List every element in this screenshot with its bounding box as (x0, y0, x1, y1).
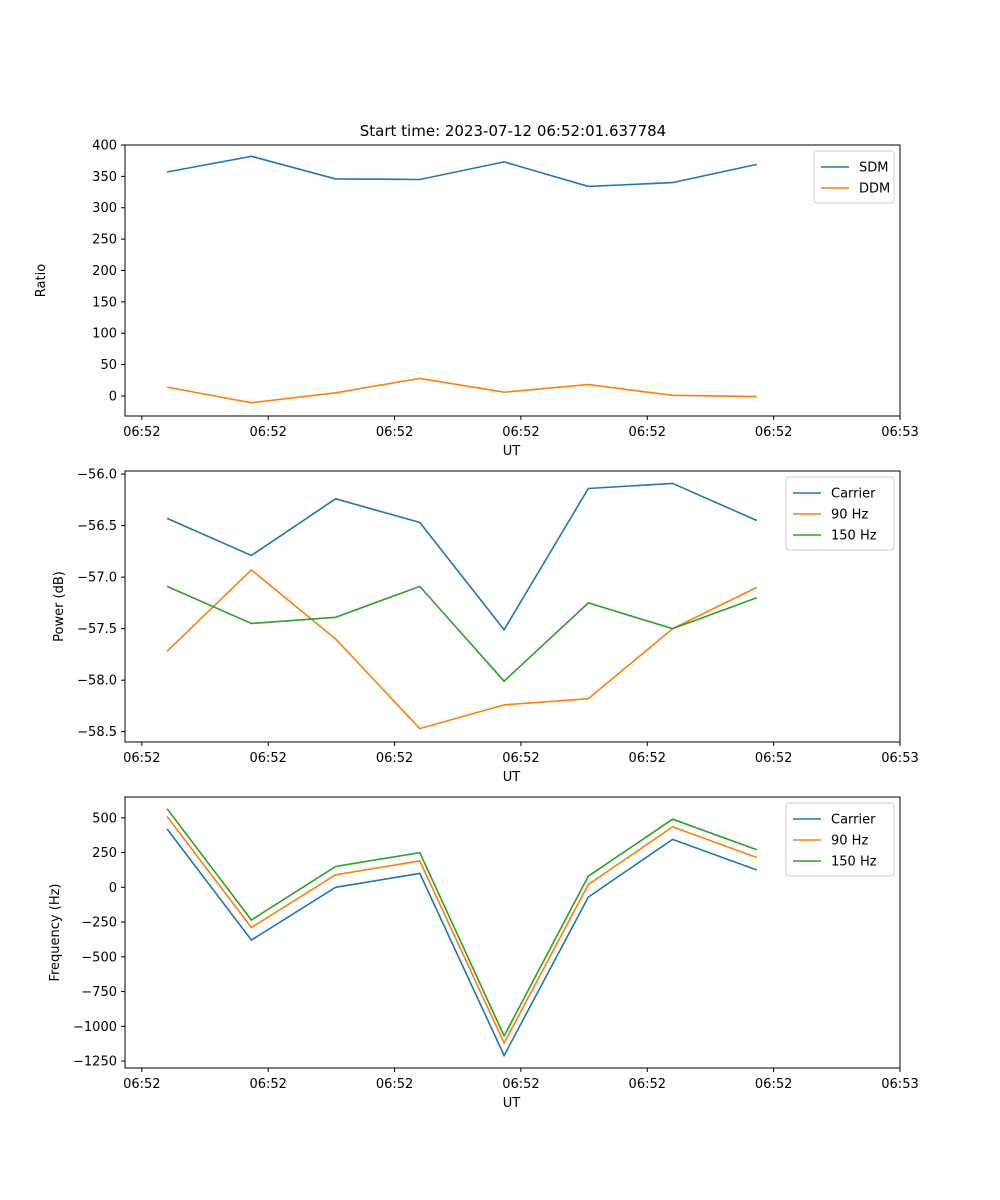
x-tick-label: 06:52 (376, 1077, 413, 1092)
y-tick-label: −58.0 (77, 674, 117, 689)
y-axis-label: Power (dB) (52, 571, 67, 642)
x-tick-label: 06:52 (502, 1077, 539, 1092)
y-tick-label: 250 (92, 846, 117, 861)
y-tick-label: −57.0 (77, 571, 117, 586)
series-line-sdm (166, 155, 757, 188)
y-axis-label: Frequency (Hz) (48, 883, 63, 981)
axes-frame (124, 144, 901, 417)
legend: SDM DDM (813, 150, 895, 204)
x-tick-label: 06:52 (755, 1077, 792, 1092)
figure-title: Start time: 2023-07-12 06:52:01.637784 (360, 122, 666, 140)
axes-frame (124, 470, 901, 743)
y-tick-label: 300 (92, 201, 117, 216)
x-tick-label: 06:52 (123, 1077, 160, 1092)
y-tick-label: 250 (92, 233, 117, 248)
series-line-ddm (166, 377, 757, 404)
x-tick-label: 06:52 (249, 425, 286, 440)
x-axis-label: UT (503, 444, 521, 459)
legend-box (813, 150, 895, 204)
x-tick-label: 06:52 (755, 751, 792, 766)
series-line-150-hz (166, 808, 758, 1038)
x-tick-label: 06:52 (376, 751, 413, 766)
x-tick-label: 06:53 (881, 1077, 918, 1092)
x-tick-label: 06:52 (123, 425, 160, 440)
y-tick-label: 350 (92, 170, 117, 185)
x-tick-label: 06:52 (629, 425, 666, 440)
power-panel: −58.5 −58.0 −57.5 −57.0 −56.5 −56.0 06:52 06:52… (52, 468, 919, 785)
legend-label: 150 Hz (831, 855, 877, 870)
y-tick-label: −1000 (73, 1020, 117, 1035)
y-tick-label: −1250 (73, 1055, 117, 1070)
x-tick-label: 06:52 (123, 751, 160, 766)
legend-label: 90 Hz (831, 834, 868, 849)
legend: Carrier 90 Hz 150 Hz (785, 802, 895, 877)
series-line-90-hz (166, 568, 758, 730)
x-tick-label: 06:52 (502, 425, 539, 440)
y-tick-label: 0 (109, 881, 117, 896)
legend-box (785, 476, 895, 551)
y-tick-label: 400 (92, 139, 117, 154)
x-tick-label: 06:52 (249, 1077, 286, 1092)
legend-label: SDM (859, 161, 888, 176)
y-tick-label: −56.0 (77, 468, 117, 483)
y-tick-label: 100 (92, 327, 117, 342)
y-tick-label: 0 (109, 389, 117, 404)
y-tick-label: −57.5 (77, 622, 117, 637)
legend-label: Carrier (831, 487, 876, 502)
x-tick-label: 06:52 (376, 425, 413, 440)
frequency-panel: −1250 −1000 −750 −500 −250 0 250 500 06:52 06:52 0… (48, 796, 919, 1111)
y-tick-label: 150 (92, 295, 117, 310)
y-axis-label: Ratio (34, 264, 49, 297)
x-tick-label: 06:52 (755, 425, 792, 440)
x-tick-label: 06:53 (881, 425, 918, 440)
y-tick-label: 200 (92, 264, 117, 279)
x-tick-label: 06:52 (249, 751, 286, 766)
series-line-90-hz (166, 816, 758, 1045)
legend: Carrier 90 Hz 150 Hz (785, 476, 895, 551)
legend-label: 90 Hz (831, 508, 868, 523)
x-axis-label: UT (503, 1096, 521, 1111)
x-tick-label: 06:52 (629, 751, 666, 766)
series-line-carrier (166, 828, 758, 1058)
y-tick-label: 50 (100, 358, 117, 373)
y-tick-label: −56.5 (77, 519, 117, 534)
x-axis-label: UT (503, 770, 521, 785)
x-tick-label: 06:52 (502, 751, 539, 766)
legend-label: 150 Hz (831, 529, 877, 544)
legend-label: DDM (859, 182, 890, 197)
x-tick-label: 06:53 (881, 751, 918, 766)
series-line-carrier (166, 482, 758, 632)
y-tick-label: −58.5 (77, 725, 117, 740)
y-tick-label: −250 (81, 916, 117, 931)
axes-frame (124, 796, 901, 1069)
legend-box (785, 802, 895, 877)
y-tick-label: −500 (81, 950, 117, 965)
ratio-panel: 0 50 100 150 200 250 300 350 400 06:52 06:52 06:52 0… (34, 139, 919, 460)
series-line-150-hz (166, 585, 758, 683)
y-tick-label: 500 (92, 811, 117, 826)
y-tick-label: −750 (81, 985, 117, 1000)
legend-label: Carrier (831, 813, 876, 828)
x-tick-label: 06:52 (629, 1077, 666, 1092)
